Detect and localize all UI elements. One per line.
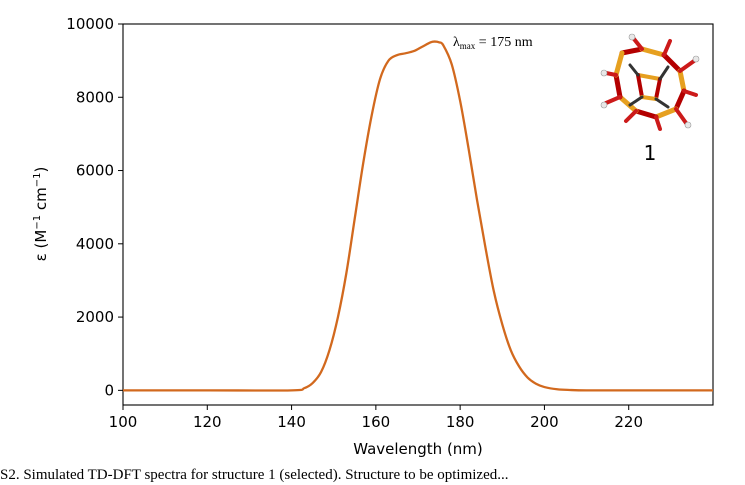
x-tick-label: 100 [109,413,138,431]
plot-area: 100 120 140 160 180 200 220 0 2000 4000 6000 8000 10… [66,15,714,431]
molecule-label: 1 [644,141,657,165]
y-tick-label: 8000 [76,88,114,106]
x-axis-label: Wavelength (nm) [353,440,483,458]
molecule-structure-icon [600,33,700,131]
lambda-max-annotation: λmax = 175 nm [453,35,533,51]
y-tick-label: 10000 [66,15,114,33]
y-tick-label: 4000 [76,235,114,253]
plot-frame [122,23,714,406]
axis-ticks: 100 120 140 160 180 200 220 0 2000 4000 6000 8000 10… [66,15,643,431]
y-axis-label: ε (M−1 cm−1) [32,167,50,262]
y-tick-label: 2000 [76,308,114,326]
x-tick-label: 220 [614,413,643,431]
y-tick-label: 6000 [76,162,114,180]
y-tick-label: 0 [104,381,114,399]
figure-caption: S2. Simulated TD-DFT spectra for structu… [0,467,509,483]
x-tick-label: 200 [530,413,559,431]
x-tick-label: 120 [193,413,222,431]
x-tick-label: 160 [362,413,391,431]
x-tick-label: 140 [277,413,306,431]
spectrum-line [123,40,713,392]
x-tick-label: 180 [446,413,475,431]
